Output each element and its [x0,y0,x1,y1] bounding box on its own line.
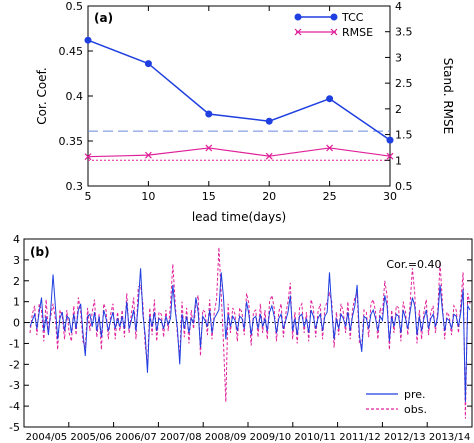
panel-b-xtick-label: 2009/10 [250,432,292,443]
point-rmse-20 [265,152,273,160]
panel-a-xtick-label: 20 [262,190,276,203]
panel-a-xtick-label: 5 [85,190,92,203]
panel-b-label: (b) [30,245,50,259]
legend-rmse-marker-left [294,28,302,36]
panel-a-y2tick-label: 3 [395,51,402,64]
panel-b-xtick-label: 2007/08 [160,432,202,443]
panel-b-ytick-label: -1 [9,337,20,350]
legend-tcc-label: TCC [341,11,364,24]
panel-a-y2label: Stand. RMSE [441,58,455,134]
legend-tcc-marker-right [330,13,338,21]
panel-b-xtick-label: 2008/09 [205,432,247,443]
panel-a-y2tick-label: 2.5 [395,77,413,90]
point-rmse-5 [84,153,92,161]
legend-obs-label: obs. [404,403,427,416]
panel-a-y2tick-label: 4 [395,0,402,13]
panel-b-ytick-label: -5 [9,421,20,434]
point-rmse-25 [326,144,334,152]
correlation-annotation: Cor.=0.40 [386,258,441,271]
series-rmse-line [87,147,391,158]
panel-a-y2tick-label: 1.5 [395,129,413,142]
panel-a-xlabel: lead time(days) [192,210,286,224]
series-tcc-line [87,39,391,141]
panel-b-ytick-label: 0 [13,317,20,330]
panel-a-ytick-label: 0.35 [59,135,84,148]
panel-a-xtick-label: 15 [202,190,216,203]
series-pre-line [29,268,471,402]
legend-tcc-marker-left [294,13,302,21]
panel-b-xtick-label: 2004/05 [26,432,68,443]
panel-a-label: (a) [94,11,113,25]
panel-b-xtick-label: 2012/13 [384,432,426,443]
panel-b-xtick-label: 2011/12 [339,432,381,443]
panel-a-xtick-label: 25 [323,190,337,203]
legend-pre-label: pre. [404,388,426,401]
point-tcc-30 [386,136,394,144]
panel-a-y2tick-label: 2 [395,103,402,116]
panel-a-xtick-label: 30 [383,190,397,203]
point-tcc-20 [265,117,273,125]
panel-b-ytick-label: -2 [9,358,20,371]
panel-a-ytick-label: 0.4 [66,90,84,103]
panel-b-xtick-label: 2006/07 [115,432,157,443]
panel-a-ytick-label: 0.3 [66,180,84,193]
panel-b-ytick-label: 3 [13,254,20,267]
point-rmse-10 [144,151,152,159]
panel-b-ytick-label: 1 [13,296,20,309]
panel-b-ytick-label: 4 [13,233,20,246]
panel-a-y2tick-label: 1 [395,154,402,167]
legend-rmse-marker-right [330,28,338,36]
panel-b-ytick-label: -3 [9,379,20,392]
panel-a-y2tick-label: 3.5 [395,26,413,39]
legend-rmse-label: RMSE [342,26,373,39]
point-rmse-30 [386,152,394,160]
panel-b-ytick-label: -4 [9,400,20,413]
panel-a-xtick-label: 10 [141,190,155,203]
panel-b-xtick-label: 2013/14 [429,432,471,443]
panel-b-xtick-label: 2010/11 [294,432,336,443]
point-tcc-25 [326,95,334,103]
panel-a-ytick-label: 0.45 [59,45,84,58]
panel-a-ytick-label: 0.5 [66,0,84,13]
panel-a-ylabel: Cor. Coef. [35,67,49,124]
panel-a-y2tick-label: 0.5 [395,180,413,193]
point-rmse-15 [205,144,213,152]
point-tcc-5 [84,36,92,44]
point-tcc-15 [205,110,213,118]
panel-b-xtick-label: 2005/06 [70,432,112,443]
point-tcc-10 [144,60,152,68]
panel-b-ytick-label: 2 [13,275,20,288]
